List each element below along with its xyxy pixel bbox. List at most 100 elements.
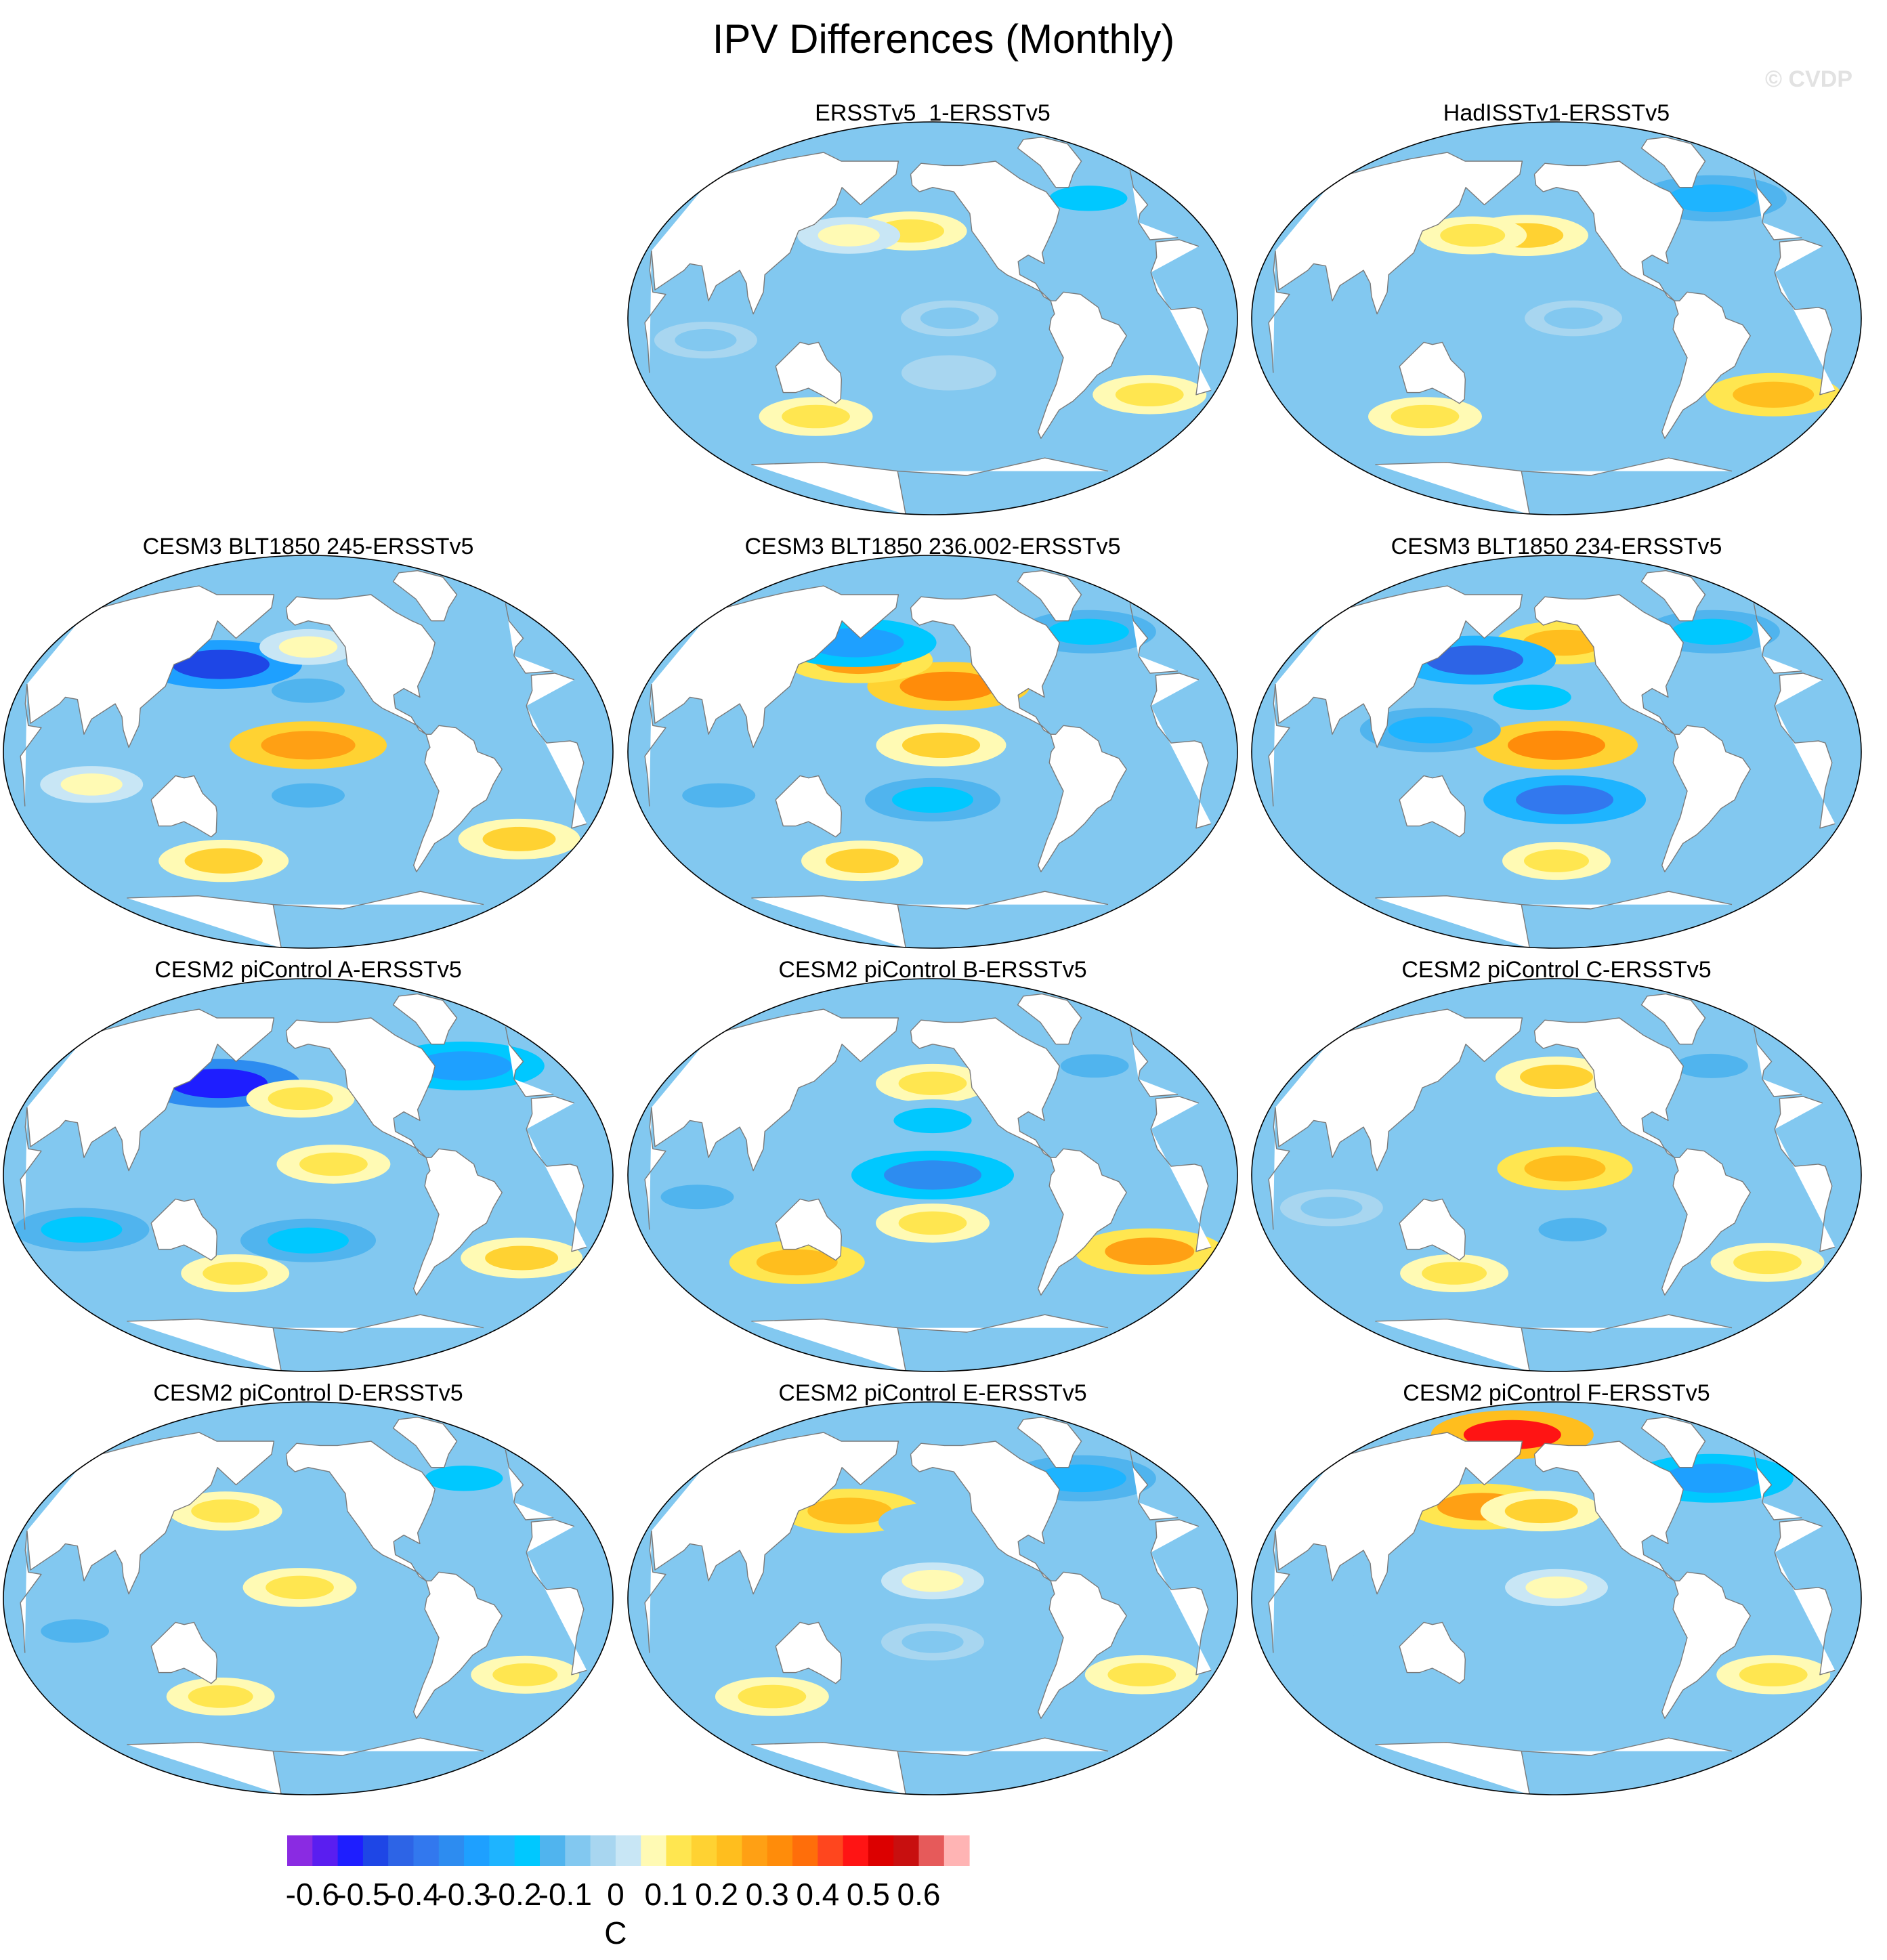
map-panel: CESM2 piControl F-ERSSTv5	[1251, 1380, 1862, 1795]
africa-landmask	[1268, 1096, 1836, 1252]
north-america-landmask	[1533, 1017, 1684, 1158]
figure-title: IPV Differences (Monthly)	[713, 16, 1174, 62]
antarctica-landmask	[751, 1737, 1109, 1795]
colorbar-tick-label: -0.1	[538, 1877, 592, 1912]
eurasia-landmask	[1275, 1432, 1802, 1595]
colorbar-swatch	[843, 1835, 869, 1866]
map-panel: CESM2 piControl B-ERSSTv5	[627, 957, 1238, 1372]
australia-landmask	[1399, 1198, 1466, 1261]
south-america-landmask	[1038, 1571, 1127, 1719]
north-america-landmask	[910, 161, 1060, 301]
colorbar-swatch	[464, 1835, 490, 1866]
anomaly-region	[900, 1510, 965, 1534]
colorbar-swatch	[918, 1835, 945, 1866]
map-panel: ERSSTv5_1-ERSSTv5	[627, 100, 1238, 515]
north-america-landmask	[285, 1017, 436, 1158]
anomaly-region	[41, 1216, 123, 1243]
anomaly-region	[884, 1160, 981, 1190]
anomaly-region	[893, 1107, 972, 1134]
colorbar-swatch	[388, 1835, 414, 1866]
africa-landmask	[20, 1519, 587, 1676]
map-panel: CESM2 piControl A-ERSSTv5	[3, 957, 614, 1372]
eurasia-landmask	[1275, 152, 1802, 315]
anomaly-region	[272, 783, 345, 808]
map-panel: CESM3 BLT1850 245-ERSSTv5	[3, 534, 614, 949]
map-frame	[1251, 555, 1862, 949]
anomaly-region	[1288, 328, 1354, 352]
map-frame	[627, 121, 1238, 515]
anomaly-region	[1663, 1464, 1761, 1493]
africa-landmask	[644, 1519, 1212, 1676]
colorbar-swatch	[666, 1835, 692, 1866]
colorbar-unit-label: C	[604, 1915, 627, 1951]
map-frame	[3, 555, 614, 949]
colorbar-swatch	[615, 1835, 641, 1866]
anomaly-region	[825, 849, 899, 874]
colorbar-swatch	[641, 1835, 666, 1866]
anomaly-region	[1671, 618, 1753, 645]
africa-landmask	[1268, 239, 1836, 396]
africa-landmask	[644, 1096, 1212, 1252]
north-america-landmask	[285, 594, 436, 735]
map-frame	[1251, 121, 1862, 515]
eurasia-landmask	[26, 1008, 554, 1172]
eurasia-landmask	[26, 585, 554, 748]
greenland-landmask	[1640, 136, 1706, 188]
map-frame	[1251, 1401, 1862, 1795]
anomaly-region	[1555, 372, 1621, 396]
anomaly-region	[1107, 1663, 1176, 1687]
antarctica-landmask	[127, 891, 484, 948]
colorbar-tick-label: 0.5	[847, 1877, 890, 1912]
australia-landmask	[150, 1621, 217, 1684]
north-america-landmask	[1533, 161, 1684, 301]
greenland-landmask	[1017, 570, 1082, 622]
colorbar-swatch	[868, 1835, 894, 1866]
africa-landmask	[644, 673, 1212, 829]
australia-landmask	[1399, 1621, 1466, 1684]
anomaly-region	[485, 1245, 559, 1271]
south-america-landmask	[1038, 291, 1127, 439]
anomaly-region	[1516, 785, 1614, 815]
map-frame	[1251, 978, 1862, 1372]
south-america-landmask	[1038, 1148, 1127, 1296]
anomaly-region	[902, 732, 981, 759]
antarctica-landmask	[1375, 1314, 1733, 1371]
anomaly-region	[1440, 223, 1506, 247]
antarctica-landmask	[127, 1314, 484, 1371]
colorbar-swatch	[742, 1835, 768, 1866]
colorbar-swatch	[312, 1835, 339, 1866]
anomaly-region	[899, 671, 998, 701]
colorbar-tick-label: -0.2	[488, 1877, 541, 1912]
africa-landmask	[20, 1096, 587, 1252]
anomaly-region	[492, 1663, 558, 1686]
greenland-landmask	[1640, 993, 1706, 1045]
greenland-landmask	[1640, 1416, 1706, 1468]
anomaly-region	[1667, 184, 1757, 213]
anomaly-region	[425, 1466, 503, 1491]
colorbar-tick-label: -0.4	[387, 1877, 440, 1912]
anomaly-region	[259, 1532, 325, 1556]
anomaly-region	[1115, 383, 1184, 407]
colorbar-tick-label: -0.6	[286, 1877, 339, 1912]
colorbar-tick-label: 0.6	[897, 1877, 941, 1912]
australia-landmask	[775, 1198, 842, 1261]
antarctica-landmask	[1375, 457, 1733, 515]
anomaly-region	[902, 1569, 964, 1592]
north-america-landmask	[910, 1441, 1060, 1581]
anomaly-region	[1520, 1065, 1593, 1089]
south-america-landmask	[1661, 725, 1751, 872]
map-frame	[627, 555, 1238, 949]
anomaly-region	[902, 1631, 964, 1653]
anomaly-region	[1300, 1197, 1363, 1219]
anomaly-region	[414, 1051, 512, 1081]
north-america-landmask	[1533, 594, 1684, 735]
eurasia-landmask	[26, 1432, 554, 1595]
antarctica-landmask	[751, 891, 1109, 948]
map-frame	[627, 1401, 1238, 1795]
australia-landmask	[1399, 775, 1466, 838]
anomaly-region	[1388, 717, 1473, 744]
anomaly-region	[1674, 1053, 1748, 1078]
anomaly-region	[686, 1630, 752, 1654]
anomaly-region	[1508, 730, 1605, 760]
australia-landmask	[150, 775, 217, 838]
